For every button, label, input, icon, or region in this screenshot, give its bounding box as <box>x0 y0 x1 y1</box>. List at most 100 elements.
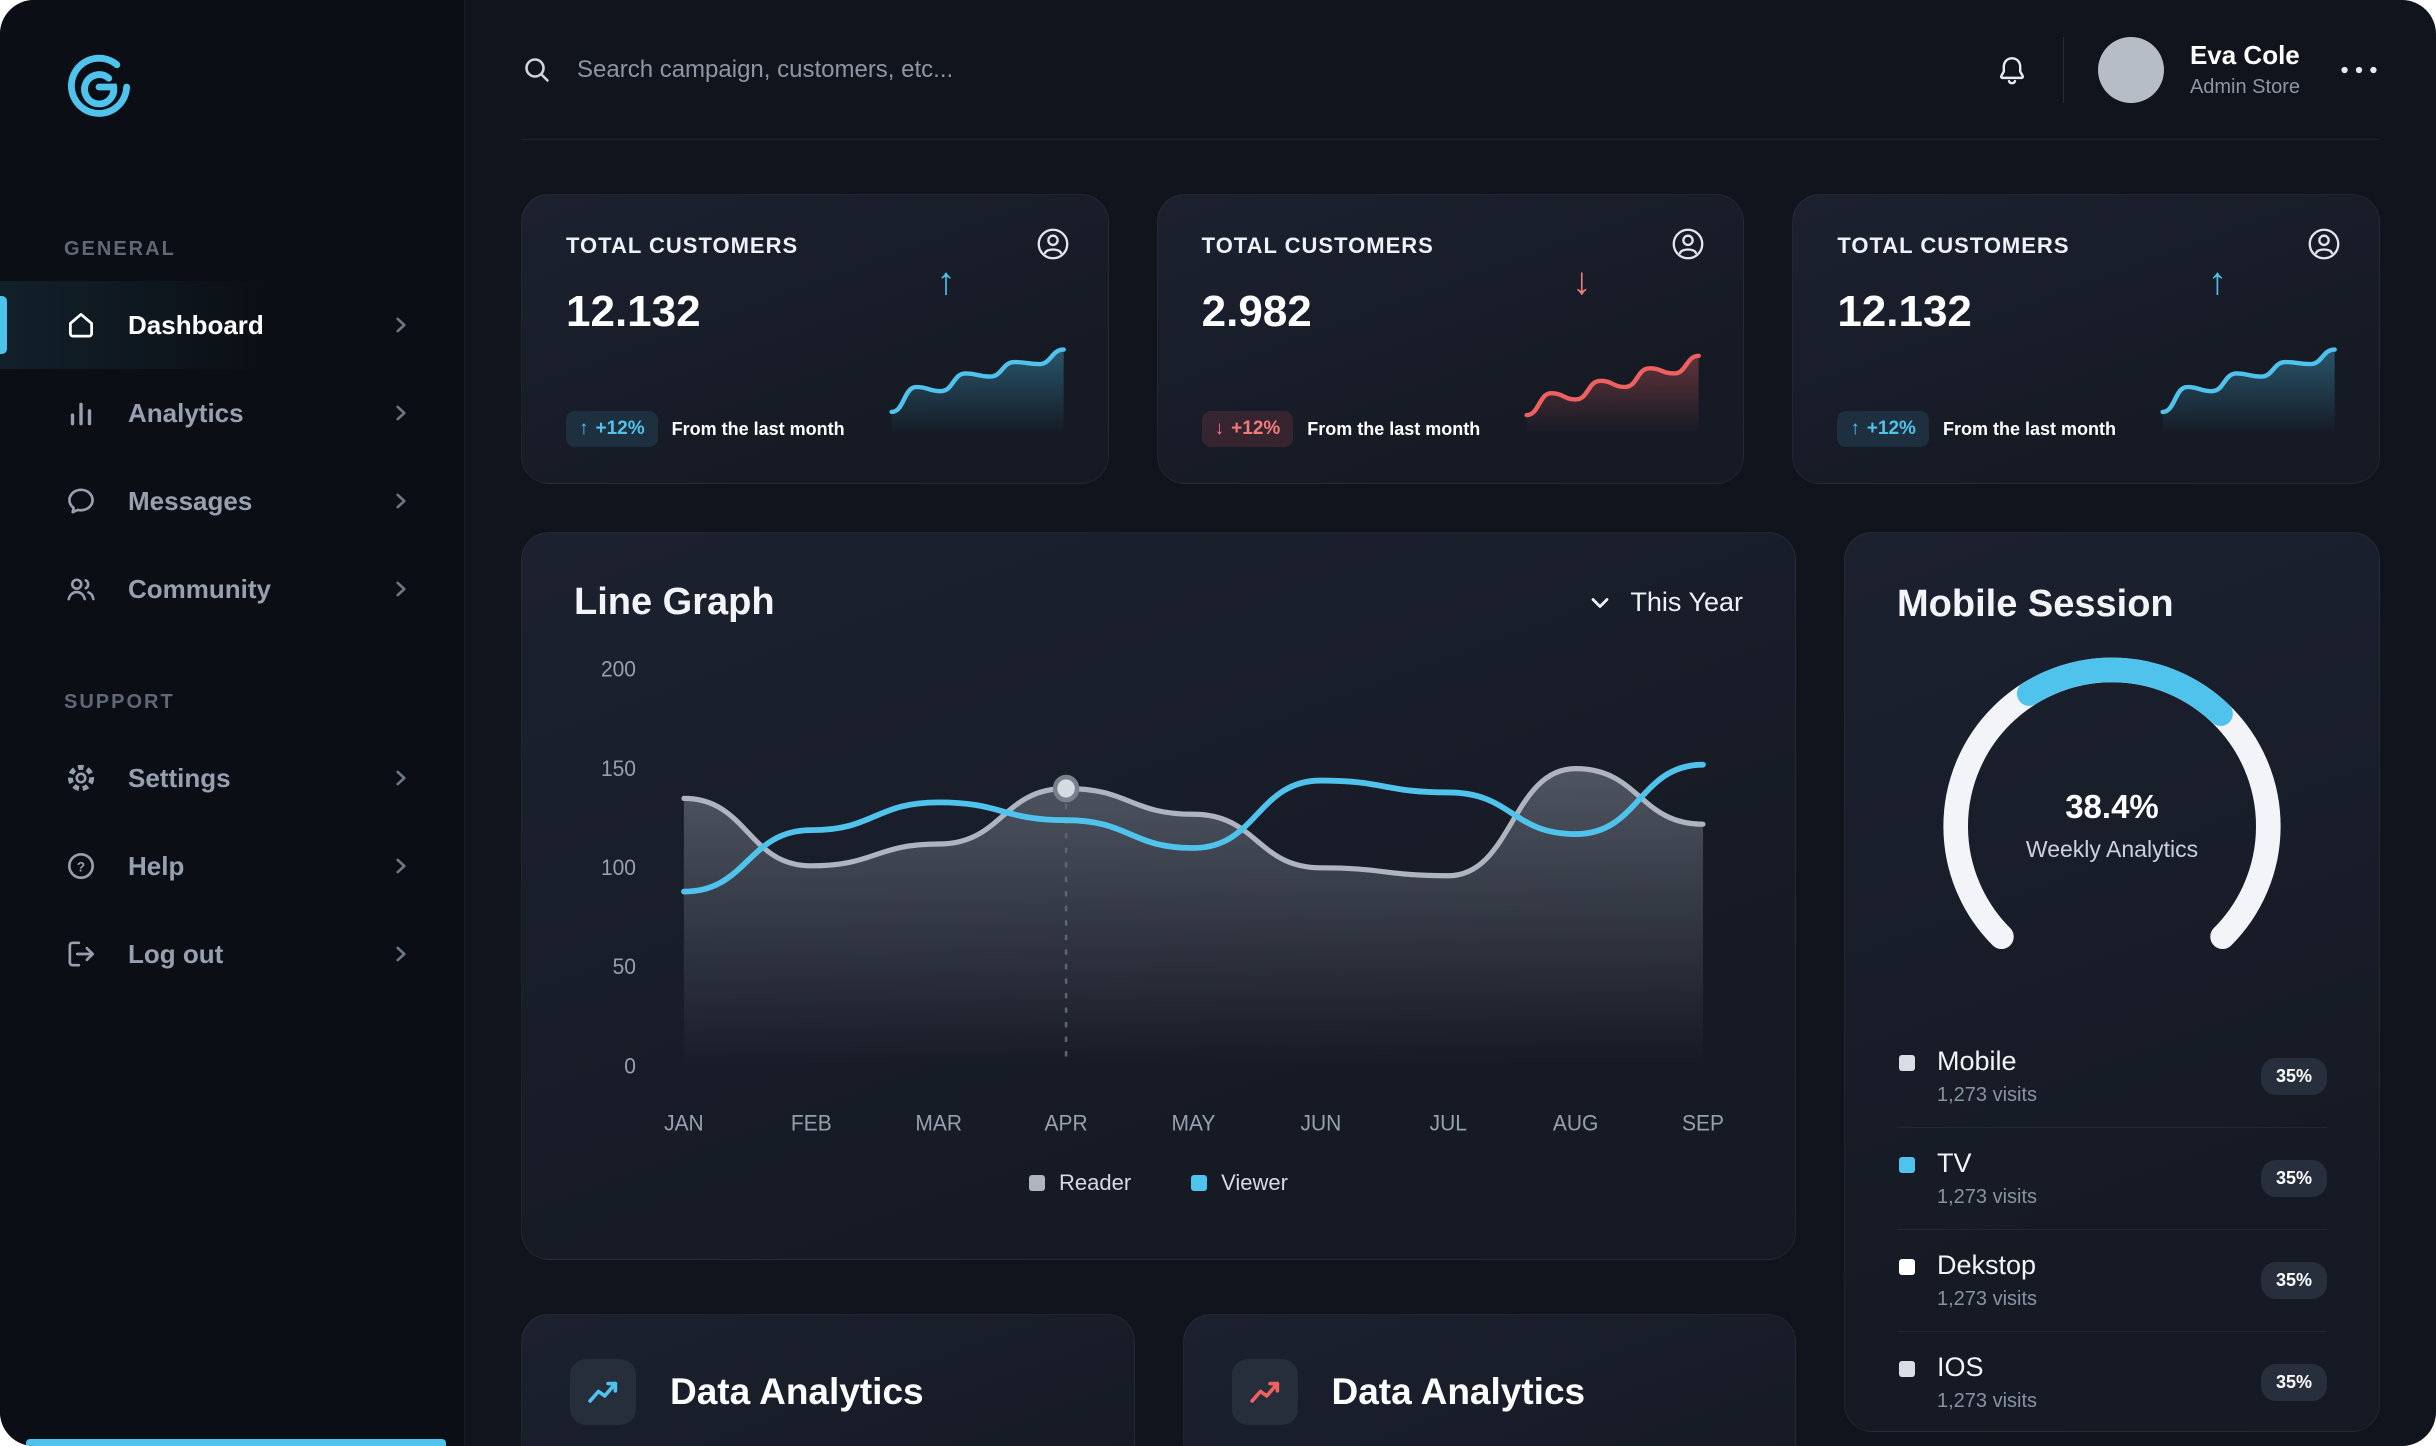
session-share-badge: 35% <box>2260 1262 2327 1299</box>
session-info: IOS 1,273 visits <box>1937 1352 2261 1413</box>
legend-item-viewer[interactable]: Viewer <box>1191 1170 1288 1196</box>
session-list: Mobile 1,273 visits 35% TV 1,273 visits <box>1897 1026 2327 1431</box>
gauge-label: Weekly Analytics <box>2025 836 2199 862</box>
user-role: Admin Store <box>2189 76 2300 98</box>
left-column: Line Graph This Year 0 50 100 150 200 <box>521 532 1796 1446</box>
logout-icon <box>64 937 98 971</box>
session-visits: 1,273 visits <box>1937 1084 2038 1106</box>
svg-text:150: 150 <box>601 757 636 781</box>
viewer-line <box>681 761 1706 895</box>
stat-sparkline <box>2160 347 2337 435</box>
session-bullet <box>1899 1259 1915 1275</box>
sidebar-item-label: Settings <box>128 762 231 793</box>
svg-text:100: 100 <box>601 856 636 880</box>
home-icon <box>64 308 98 342</box>
session-gauge: 38.4% Weekly Analytics <box>1897 638 2327 968</box>
dashboard-grid: Line Graph This Year 0 50 100 150 200 <box>521 532 2380 1446</box>
session-item-desktop: Dekstop 1,273 visits 35% <box>1897 1230 2327 1332</box>
session-visits: 1,273 visits <box>1937 1288 2038 1310</box>
sidebar-item-dashboard[interactable]: Dashboard <box>0 281 464 369</box>
session-share-badge: 35% <box>2260 1160 2327 1197</box>
line-graph-card: Line Graph This Year 0 50 100 150 200 <box>521 532 1796 1260</box>
logo-icon <box>68 54 131 117</box>
bar-chart-icon <box>64 396 98 430</box>
users-icon <box>64 572 98 606</box>
sidebar-item-analytics[interactable]: Analytics <box>0 369 464 457</box>
mobile-session-title: Mobile Session <box>1897 583 2174 625</box>
data-analytics-card-2[interactable]: Data Analytics <box>1182 1314 1796 1446</box>
change-note: From the last month <box>671 418 845 439</box>
svg-text:FEB: FEB <box>791 1111 832 1135</box>
customer-person-icon <box>1034 225 1072 268</box>
reader-area <box>683 768 1704 1067</box>
change-badge: ↑ +12% <box>566 411 658 447</box>
sidebar-item-label: Dashboard <box>128 309 264 340</box>
data-analytics-card-1[interactable]: Data Analytics <box>521 1314 1135 1446</box>
change-badge: ↑ +12% <box>1837 411 1929 447</box>
session-visits: 1,273 visits <box>1937 1186 2038 1208</box>
svg-text:MAR: MAR <box>915 1111 962 1135</box>
bottom-cards-row: Data Analytics <box>521 1314 1796 1446</box>
stat-card-total-customers-1: TOTAL CUSTOMERS 12.132 ↑ <box>521 194 1109 484</box>
stat-change-row: ↑ +12% From the last month <box>566 411 845 447</box>
session-item-mobile: Mobile 1,273 visits 35% <box>1897 1026 2327 1128</box>
search-input[interactable] <box>575 54 1275 85</box>
trend-arrow: ↓ <box>1572 261 1592 303</box>
chevron-right-icon <box>390 490 412 512</box>
change-value: +12% <box>1231 418 1281 439</box>
session-label: Mobile <box>1937 1046 2017 1076</box>
stat-card-total-customers-3: TOTAL CUSTOMERS 12.132 ↑ <box>1792 194 2380 484</box>
sidebar-item-label: Messages <box>128 485 253 516</box>
sidebar-item-help[interactable]: ? Help <box>0 822 464 910</box>
search-bar[interactable] <box>521 54 1995 86</box>
chart-marker[interactable] <box>1052 774 1080 803</box>
sidebar-section-general: GENERAL <box>64 238 176 260</box>
svg-text:0: 0 <box>624 1054 636 1078</box>
change-value: +12% <box>1866 418 1916 439</box>
session-info: Dekstop 1,273 visits <box>1937 1250 2261 1311</box>
gauge-segment <box>2016 657 2233 726</box>
legend-label: Viewer <box>1221 1170 1288 1195</box>
stat-value: 12.132 <box>1837 287 1972 336</box>
user-name: Eva Cole <box>2189 40 2300 70</box>
legend-item-reader[interactable]: Reader <box>1028 1170 1132 1196</box>
session-item-tv: TV 1,273 visits 35% <box>1897 1128 2327 1230</box>
more-menu-icon[interactable] <box>2338 62 2380 78</box>
legend-label: Reader <box>1058 1170 1132 1195</box>
sidebar-item-logout[interactable]: Log out <box>0 910 464 998</box>
spark-line <box>1524 353 1702 418</box>
legend-swatch <box>1191 1175 1208 1191</box>
data-analytics-row: Data Analytics <box>570 1359 1086 1425</box>
stat-sparkline <box>1524 353 1702 435</box>
reader-line <box>681 766 1706 879</box>
user-avatar[interactable] <box>2097 36 2164 103</box>
stat-value: 2.982 <box>1201 287 1312 336</box>
gauge-text: 38.4% Weekly Analytics <box>1897 788 2327 863</box>
app-logo[interactable] <box>60 48 138 126</box>
spark-line <box>2160 347 2337 415</box>
year-filter-dropdown[interactable]: This Year <box>1586 587 1743 618</box>
gear-icon <box>64 761 98 795</box>
sidebar-item-settings[interactable]: Settings <box>0 734 464 822</box>
main-area: Eva Cole Admin Store TOTAL CUSTOMERS 12.… <box>465 0 2436 1446</box>
x-axis-labels: JAN FEB MAR APR MAY JUN JUL AUG SEP <box>664 1111 1724 1135</box>
session-label: TV <box>1937 1148 1972 1178</box>
chart-legend: Reader Viewer <box>574 1170 1743 1196</box>
line-chart-svg: 0 50 100 150 200 JAN FEB MAR APR MAY JUN JUL AUG SEP <box>601 657 1724 1135</box>
gauge-value: 38.4% <box>2065 788 2159 825</box>
stat-card-total-customers-2: TOTAL CUSTOMERS 2.982 ↓ <box>1156 194 1745 484</box>
chevron-right-icon <box>390 855 412 877</box>
chevron-right-icon <box>390 943 412 965</box>
sidebar-item-messages[interactable]: Messages <box>0 457 464 545</box>
year-filter-label: This Year <box>1630 587 1743 617</box>
stat-title: TOTAL CUSTOMERS <box>1201 233 1434 258</box>
stat-change-row: ↓ +12% From the last month <box>1201 411 1481 447</box>
sidebar-item-community[interactable]: Community <box>0 545 464 633</box>
sidebar-item-label: Community <box>128 573 271 604</box>
spark-line <box>889 347 1066 415</box>
top-bar-right: Eva Cole Admin Store <box>1995 36 2380 103</box>
sidebar-section-support: SUPPORT <box>64 691 175 713</box>
chevron-right-icon <box>390 578 412 600</box>
change-note: From the last month <box>1307 418 1481 439</box>
notification-bell-icon[interactable] <box>1995 53 2029 87</box>
